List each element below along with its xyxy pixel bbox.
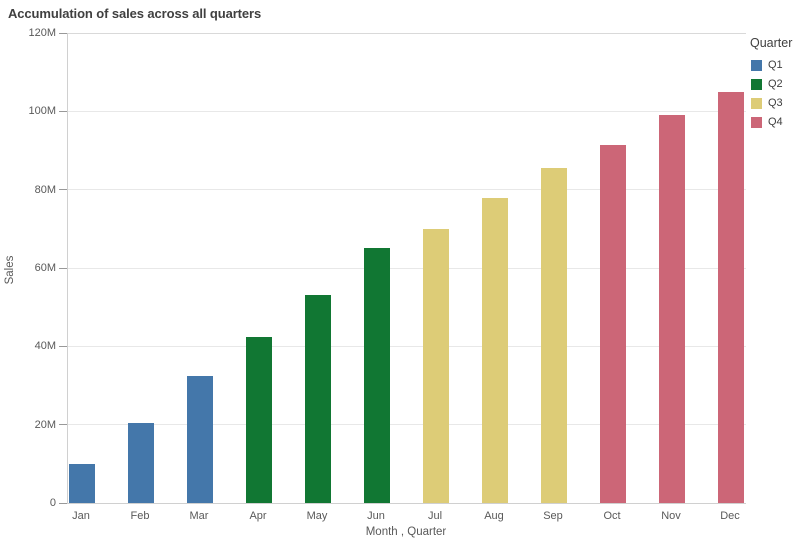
plot-area [59, 32, 746, 504]
y-tick-label-120M: 120M [28, 27, 56, 39]
bar-mar[interactable] [187, 375, 213, 503]
y-tick-mark-20M [59, 424, 67, 426]
y-tick-label-20M: 20M [34, 418, 56, 431]
x-tick-label-jun: Jun [367, 510, 385, 522]
bar-jul[interactable] [423, 228, 449, 503]
bar-jan[interactable] [69, 463, 95, 503]
x-tick-label-apr: Apr [249, 510, 267, 522]
y-tick-label-0: 0 [49, 497, 56, 509]
y-tick-label-60M: 60M [34, 262, 56, 274]
legend-title: Quarter [750, 36, 793, 50]
x-tick-label-feb: Feb [130, 510, 150, 522]
legend-swatch-q1 [751, 60, 762, 71]
x-tick-label-oct: Oct [603, 510, 621, 522]
gridline-120M [68, 33, 746, 34]
legend-label-q3: Q3 [768, 97, 783, 109]
chart-title: Accumulation of sales across all quarter… [8, 6, 262, 21]
gridline-80M [68, 189, 746, 191]
legend-label-q4: Q4 [768, 116, 783, 128]
x-tick-label-jul: Jul [427, 510, 443, 522]
legend-item-q1[interactable]: Q1 [748, 60, 802, 71]
x-tick-label-sep: Sep [543, 510, 563, 522]
bar-jun[interactable] [364, 248, 390, 503]
bar-aug[interactable] [482, 197, 508, 503]
x-tick-label-may: May [306, 510, 328, 522]
legend-item-q4[interactable]: Q4 [748, 117, 802, 128]
gridline-100M [68, 110, 746, 112]
legend-swatch-q4 [751, 117, 762, 128]
x-tick-label-jan: Jan [72, 510, 90, 522]
x-tick-label-aug: Aug [484, 510, 504, 522]
y-tick-label-80M: 80M [34, 183, 56, 196]
bar-dec[interactable] [718, 91, 744, 503]
gridline-20M [68, 424, 746, 426]
x-tick-label-dec: Dec [720, 510, 740, 522]
legend-label-q2: Q2 [768, 78, 783, 90]
bar-apr[interactable] [246, 336, 272, 503]
y-tick-mark-40M [59, 345, 67, 347]
legend-swatch-q2 [751, 79, 762, 90]
legend-item-q2[interactable]: Q2 [748, 79, 802, 90]
y-tick-mark-60M [59, 267, 67, 269]
y-tick-mark-80M [59, 189, 67, 191]
legend-label-q1: Q1 [768, 59, 783, 71]
x-axis-title: Month , Quarter [365, 526, 447, 538]
y-tick-mark-0 [59, 502, 67, 504]
bar-nov[interactable] [659, 115, 685, 503]
legend-items: Q1 Q2 Q3 Q4 [748, 60, 802, 128]
y-tick-mark-100M [59, 110, 67, 112]
y-tick-label-100M: 100M [28, 105, 56, 118]
bar-feb[interactable] [128, 422, 154, 503]
y-tick-mark-120M [59, 32, 67, 34]
y-tick-label-40M: 40M [34, 340, 56, 353]
gridline-60M [68, 267, 746, 269]
legend-item-q3[interactable]: Q3 [748, 98, 802, 109]
gridline-40M [68, 345, 746, 347]
bar-oct[interactable] [600, 144, 626, 503]
legend-swatch-q3 [751, 98, 762, 109]
bar-sep[interactable] [541, 168, 567, 503]
legend: Quarter Q1 Q2 Q3 Q4 [748, 30, 802, 136]
x-tick-label-mar: Mar [189, 510, 209, 522]
bar-may[interactable] [305, 295, 331, 503]
x-tick-label-nov: Nov [661, 510, 681, 522]
